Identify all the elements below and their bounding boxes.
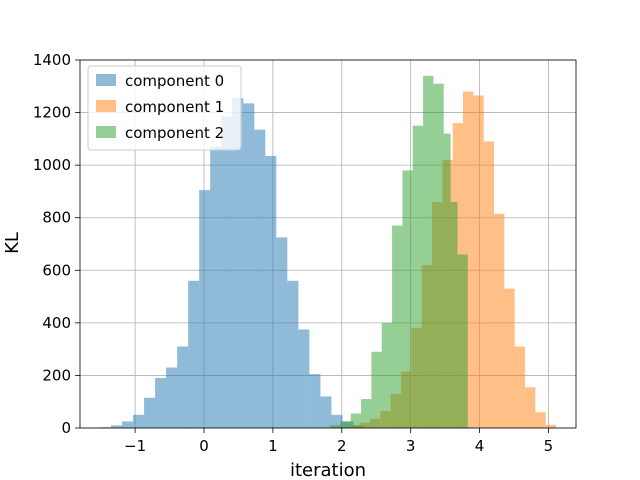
bar-series-0-bin-17 — [287, 280, 299, 428]
bar-series-1-bin-15 — [494, 213, 505, 428]
bar-series-2-bin-8 — [412, 125, 424, 428]
bar-series-0-bin-19 — [309, 374, 321, 428]
bar-series-2-bin-0 — [330, 425, 341, 428]
bar-series-2-bin-1 — [340, 421, 351, 428]
legend: component 0 component 1 component 2 — [87, 65, 242, 151]
bar-series-0-bin-8 — [188, 280, 200, 428]
bar-series-0-bin-13 — [243, 103, 255, 428]
bar-series-1-bin-18 — [525, 387, 536, 428]
bar-series-0-bin-3 — [133, 414, 145, 428]
bar-series-1-bin-19 — [535, 412, 546, 428]
legend-swatch-2 — [96, 126, 116, 138]
bar-series-1-bin-12 — [463, 91, 474, 429]
legend-swatch-0 — [96, 74, 116, 86]
bar-series-0-bin-20 — [320, 396, 332, 428]
x-tick-label: 2 — [337, 437, 347, 455]
bar-series-0-bin-6 — [166, 367, 178, 428]
bar-series-1-bin-14 — [483, 141, 495, 428]
series-0 — [100, 98, 365, 428]
y-tick-label: 200 — [42, 366, 71, 384]
bar-series-2-bin-10 — [433, 83, 444, 429]
legend-label-0: component 0 — [125, 72, 224, 90]
x-tick-label: −1 — [124, 437, 146, 455]
x-axis-label: iteration — [290, 460, 366, 480]
bar-series-0-bin-1 — [111, 425, 123, 428]
bar-series-1-bin-16 — [504, 288, 515, 428]
legend-label-2: component 2 — [125, 124, 224, 142]
axes-frame — [79, 59, 577, 429]
bar-series-2-bin-5 — [381, 322, 393, 428]
bar-series-1-bin-13 — [473, 95, 484, 428]
bar-series-0-bin-15 — [265, 155, 277, 428]
bar-series-0-bin-7 — [177, 346, 189, 428]
bar-series-0-bin-9 — [199, 190, 211, 428]
y-axis-ticks: 0 200 400 600 800 1000 1200 1400 — [33, 51, 80, 437]
x-tick-label: 5 — [544, 437, 554, 455]
y-tick-label: 800 — [42, 209, 71, 227]
x-tick-label: 0 — [199, 437, 209, 455]
y-tick-label: 1200 — [33, 104, 71, 122]
series-2 — [330, 75, 468, 429]
bar-series-2-bin-13 — [457, 254, 468, 428]
bar-series-2-bin-9 — [423, 75, 434, 429]
y-tick-label: 1000 — [33, 156, 71, 174]
bar-series-0-bin-5 — [155, 378, 167, 428]
x-axis-ticks: −1 0 1 2 3 4 5 — [124, 428, 553, 455]
bar-series-0-bin-10 — [210, 146, 222, 428]
bar-series-2-bin-12 — [450, 201, 458, 428]
bar-series-0-bin-18 — [298, 329, 310, 428]
bar-series-2-bin-4 — [371, 351, 382, 428]
legend-box — [87, 65, 242, 151]
bar-series-0-bin-12 — [232, 98, 244, 428]
bar-series-1-bin-20 — [545, 424, 557, 428]
bar-series-1-bin-17 — [514, 346, 526, 428]
x-tick-label: 3 — [406, 437, 416, 455]
x-tick-label: 4 — [475, 437, 485, 455]
legend-label-1: component 1 — [125, 98, 224, 116]
y-axis-label: KL — [2, 232, 23, 254]
bars — [100, 75, 557, 429]
bar-series-2-bin-7 — [402, 170, 413, 428]
bar-series-0-bin-4 — [144, 397, 156, 428]
bar-series-0-bin-16 — [276, 237, 288, 428]
y-tick-label: 400 — [42, 314, 71, 332]
bar-series-0-bin-11 — [221, 116, 233, 428]
y-tick-label: 600 — [42, 261, 71, 279]
plot-frame — [79, 59, 577, 429]
bar-series-0-bin-14 — [254, 129, 266, 428]
legend-swatch-1 — [96, 100, 116, 112]
bar-series-2-bin-6 — [392, 225, 403, 428]
bar-series-2-bin-2 — [350, 413, 362, 428]
bar-series-2-bin-3 — [361, 399, 372, 428]
bar-series-0-bin-2 — [122, 421, 134, 428]
y-tick-label: 0 — [61, 419, 71, 437]
y-tick-label: 1400 — [33, 51, 71, 69]
bar-series-0-bin-21 — [331, 414, 343, 428]
bar-series-2-bin-11 — [443, 133, 451, 428]
x-tick-label: 1 — [268, 437, 278, 455]
